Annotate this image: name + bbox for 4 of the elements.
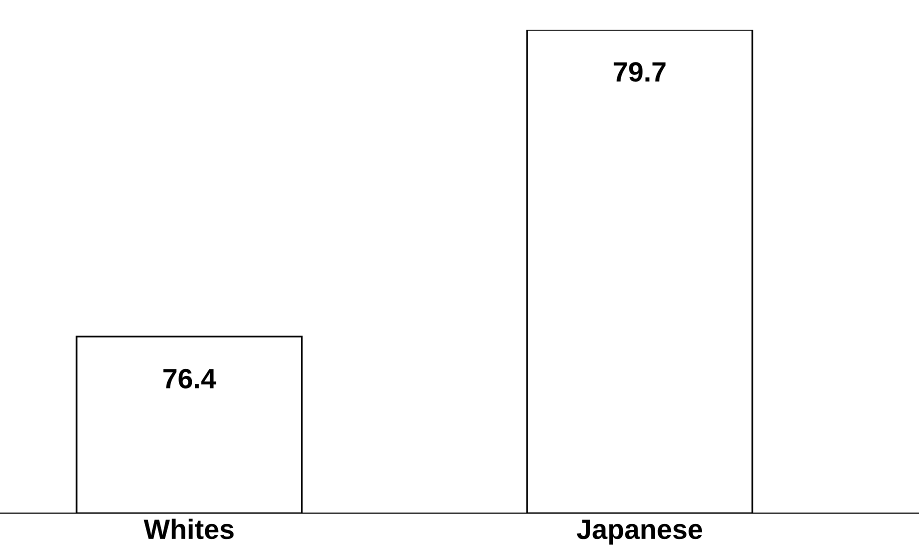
x-tick-label: Japanese: [576, 520, 702, 545]
data-label: 79.7: [614, 62, 666, 82]
data-label: 76.4: [163, 368, 216, 388]
x-tick-label: Whites: [144, 518, 234, 540]
